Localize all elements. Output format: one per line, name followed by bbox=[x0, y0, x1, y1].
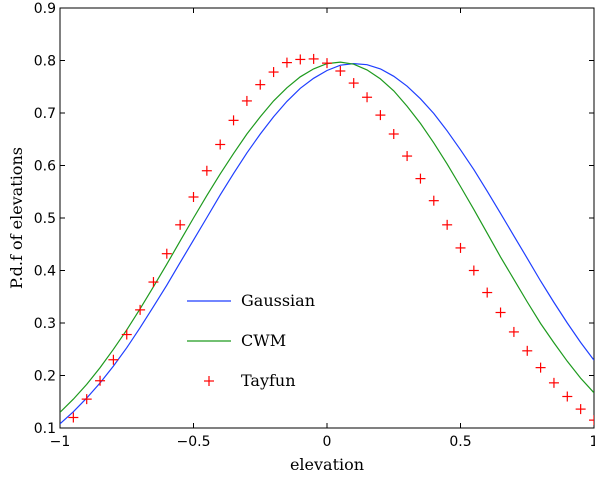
y-tick-label: 0.2 bbox=[34, 369, 56, 385]
x-tick-label: 1 bbox=[590, 434, 595, 450]
y-tick-label: 0.7 bbox=[34, 106, 56, 122]
legend-label: Gaussian bbox=[241, 291, 315, 310]
y-tick-label: 0.4 bbox=[34, 264, 56, 280]
y-tick-label: 0.3 bbox=[34, 316, 56, 332]
legend-label: Tayfun bbox=[241, 371, 296, 390]
y-tick-label: 0.8 bbox=[34, 54, 56, 70]
x-tick-label: −0.5 bbox=[177, 434, 211, 450]
x-axis-label: elevation bbox=[290, 455, 364, 474]
y-tick-label: 0.6 bbox=[34, 159, 56, 175]
y-tick-label: 0.9 bbox=[34, 1, 56, 17]
x-tick-label: 0 bbox=[323, 434, 332, 450]
y-tick-label: 0.1 bbox=[34, 421, 56, 437]
legend-label: CWM bbox=[241, 331, 286, 350]
x-tick-label: 0.5 bbox=[449, 434, 471, 450]
y-tick-label: 0.5 bbox=[34, 211, 56, 227]
y-axis-label: P.d.f of elevations bbox=[7, 147, 26, 289]
